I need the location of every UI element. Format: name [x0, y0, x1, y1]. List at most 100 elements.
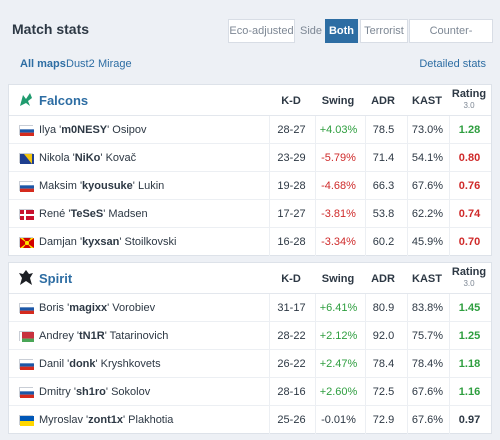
macedonia-flag-icon — [19, 237, 34, 248]
player-name[interactable]: Nikola 'NiKo' Kovač — [39, 152, 136, 164]
adr-value: 71.4 — [365, 144, 401, 172]
player-first-name: Maksim ' — [39, 180, 83, 192]
adr-value: 78.4 — [365, 350, 401, 378]
player-name[interactable]: Ilya 'm0NESY' Osipov — [39, 124, 147, 136]
player-row[interactable]: Boris 'magixx' Vorobiev 31-17 +6.41% 80.9 83… — [9, 294, 491, 322]
player-row[interactable]: Damjan 'kyxsan' Stoilkovski 16-28 -3.34% 60… — [9, 228, 491, 256]
rating-version: 3.0 — [463, 279, 475, 288]
player-row[interactable]: Danil 'donk' Kryshkovets 26-22 +2.47% 78.4 7… — [9, 350, 491, 378]
kd-value: 17-27 — [269, 200, 313, 228]
player-row[interactable]: Nikola 'NiKo' Kovač 23-29 -5.79% 71.4 54.1% 0… — [9, 144, 491, 172]
player-last-name: ' Plakhotia — [123, 414, 174, 426]
kd-value: 28-16 — [269, 378, 313, 406]
player-name[interactable]: Danil 'donk' Kryshkovets — [39, 358, 161, 370]
rating-value: 0.97 — [449, 406, 489, 434]
kast-value: 78.4% — [407, 350, 447, 378]
kd-value: 26-22 — [269, 350, 313, 378]
adr-value: 72.9 — [365, 406, 401, 434]
detailed-stats-link[interactable]: Detailed stats — [419, 58, 486, 70]
kd-value: 25-26 — [269, 406, 313, 434]
player-name[interactable]: Myroslav 'zont1x' Plakhotia — [39, 414, 173, 426]
kast-value: 67.6% — [407, 378, 447, 406]
team-header: Spirit K-D Swing ADR KAST Rating 3.0 — [9, 263, 491, 294]
player-first-name: Ilya ' — [39, 124, 62, 136]
player-first-name: Boris ' — [39, 302, 70, 314]
eco-adjusted-toggle[interactable]: Eco-adjusted — [228, 19, 295, 43]
rating-label: Rating — [451, 88, 487, 100]
player-nickname: TeSeS — [70, 208, 104, 220]
swing-value: -5.79% — [315, 144, 361, 172]
kast-value: 45.9% — [407, 228, 447, 256]
adr-value: 66.3 — [365, 172, 401, 200]
player-row[interactable]: René 'TeSeS' Madsen 17-27 -3.81% 53.8 62.2% 0… — [9, 200, 491, 228]
player-name[interactable]: Maksim 'kyousuke' Lukin — [39, 180, 164, 192]
player-name[interactable]: Damjan 'kyxsan' Stoilkovski — [39, 236, 177, 248]
map-filter-bar: All maps Dust2 Mirage Detailed stats — [0, 48, 500, 78]
player-row[interactable]: Maksim 'kyousuke' Lukin 19-28 -4.68% 66.3 67… — [9, 172, 491, 200]
column-kd[interactable]: K-D — [281, 95, 301, 107]
player-row[interactable]: Myroslav 'zont1x' Plakhotia 25-26 -0.01% 72… — [9, 406, 491, 434]
column-adr[interactable]: ADR — [371, 95, 395, 107]
rating-value: 1.28 — [449, 116, 489, 144]
adr-value: 80.9 — [365, 294, 401, 322]
kd-value: 23-29 — [269, 144, 313, 172]
column-kd[interactable]: K-D — [281, 273, 301, 285]
page-title: Match stats — [12, 21, 90, 37]
player-nickname: magixx — [69, 302, 108, 314]
match-stats-header: Match stats Eco-adjusted Side Both Terro… — [0, 0, 500, 59]
player-name[interactable]: René 'TeSeS' Madsen — [39, 208, 148, 220]
kd-value: 19-28 — [269, 172, 313, 200]
player-name[interactable]: Dmitry 'sh1ro' Sokolov — [39, 386, 150, 398]
rating-label: Rating — [451, 266, 487, 278]
swing-value: -4.68% — [315, 172, 361, 200]
player-row[interactable]: Dmitry 'sh1ro' Sokolov 28-16 +2.60% 72.5 67.… — [9, 378, 491, 406]
swing-value: -3.34% — [315, 228, 361, 256]
swing-value: +2.47% — [315, 350, 361, 378]
rating-value: 1.45 — [449, 294, 489, 322]
bosnia-flag-icon — [19, 153, 34, 164]
column-swing[interactable]: Swing — [321, 95, 355, 107]
column-adr[interactable]: ADR — [371, 273, 395, 285]
map-dust2-link[interactable]: Dust2 — [66, 58, 95, 70]
adr-value: 92.0 — [365, 322, 401, 350]
player-last-name: ' Osipov — [107, 124, 147, 136]
russia-flag-icon — [19, 181, 34, 192]
swing-value: +4.03% — [315, 116, 361, 144]
team-name[interactable]: Falcons — [39, 93, 89, 108]
player-nickname: kyxsan — [82, 236, 120, 248]
column-rating[interactable]: Rating 3.0 — [449, 89, 489, 111]
player-nickname: kyousuke — [82, 180, 133, 192]
map-mirage-link[interactable]: Mirage — [98, 58, 132, 70]
side-terrorist-button[interactable]: Terrorist — [360, 19, 408, 43]
russia-flag-icon — [19, 387, 34, 398]
player-row[interactable]: Ilya 'm0NESY' Osipov 28-27 +4.03% 78.5 73.0%… — [9, 116, 491, 144]
player-first-name: René ' — [39, 208, 71, 220]
player-last-name: ' Tatarinovich — [104, 330, 169, 342]
column-kast[interactable]: KAST — [412, 95, 442, 107]
player-name[interactable]: Boris 'magixx' Vorobiev — [39, 302, 155, 314]
column-rating[interactable]: Rating 3.0 — [449, 267, 489, 289]
column-kast[interactable]: KAST — [412, 273, 442, 285]
side-both-button[interactable]: Both — [325, 19, 358, 43]
column-swing[interactable]: Swing — [321, 273, 355, 285]
spirit-logo-icon — [19, 270, 33, 285]
map-all-link[interactable]: All maps — [20, 58, 66, 70]
player-last-name: ' Sokolov — [105, 386, 151, 398]
adr-value: 78.5 — [365, 116, 401, 144]
kast-value: 62.2% — [407, 200, 447, 228]
player-nickname: NiKo — [74, 152, 101, 164]
player-row[interactable]: Andrey 'tN1R' Tatarinovich 28-22 +2.12% 92.… — [9, 322, 491, 350]
adr-value: 53.8 — [365, 200, 401, 228]
player-name[interactable]: Andrey 'tN1R' Tatarinovich — [39, 330, 168, 342]
side-label: Side — [300, 25, 323, 37]
player-first-name: Myroslav ' — [39, 414, 89, 426]
player-first-name: Damjan ' — [39, 236, 83, 248]
team-name[interactable]: Spirit — [39, 271, 73, 286]
player-nickname: tN1R — [79, 330, 105, 342]
player-first-name: Dmitry ' — [39, 386, 76, 398]
rating-value: 0.74 — [449, 200, 489, 228]
team-header: Falcons K-D Swing ADR KAST Rating 3.0 — [9, 85, 491, 116]
side-ct-button[interactable]: Counter-Terrorist — [409, 19, 493, 59]
kd-value: 31-17 — [269, 294, 313, 322]
kast-value: 75.7% — [407, 322, 447, 350]
